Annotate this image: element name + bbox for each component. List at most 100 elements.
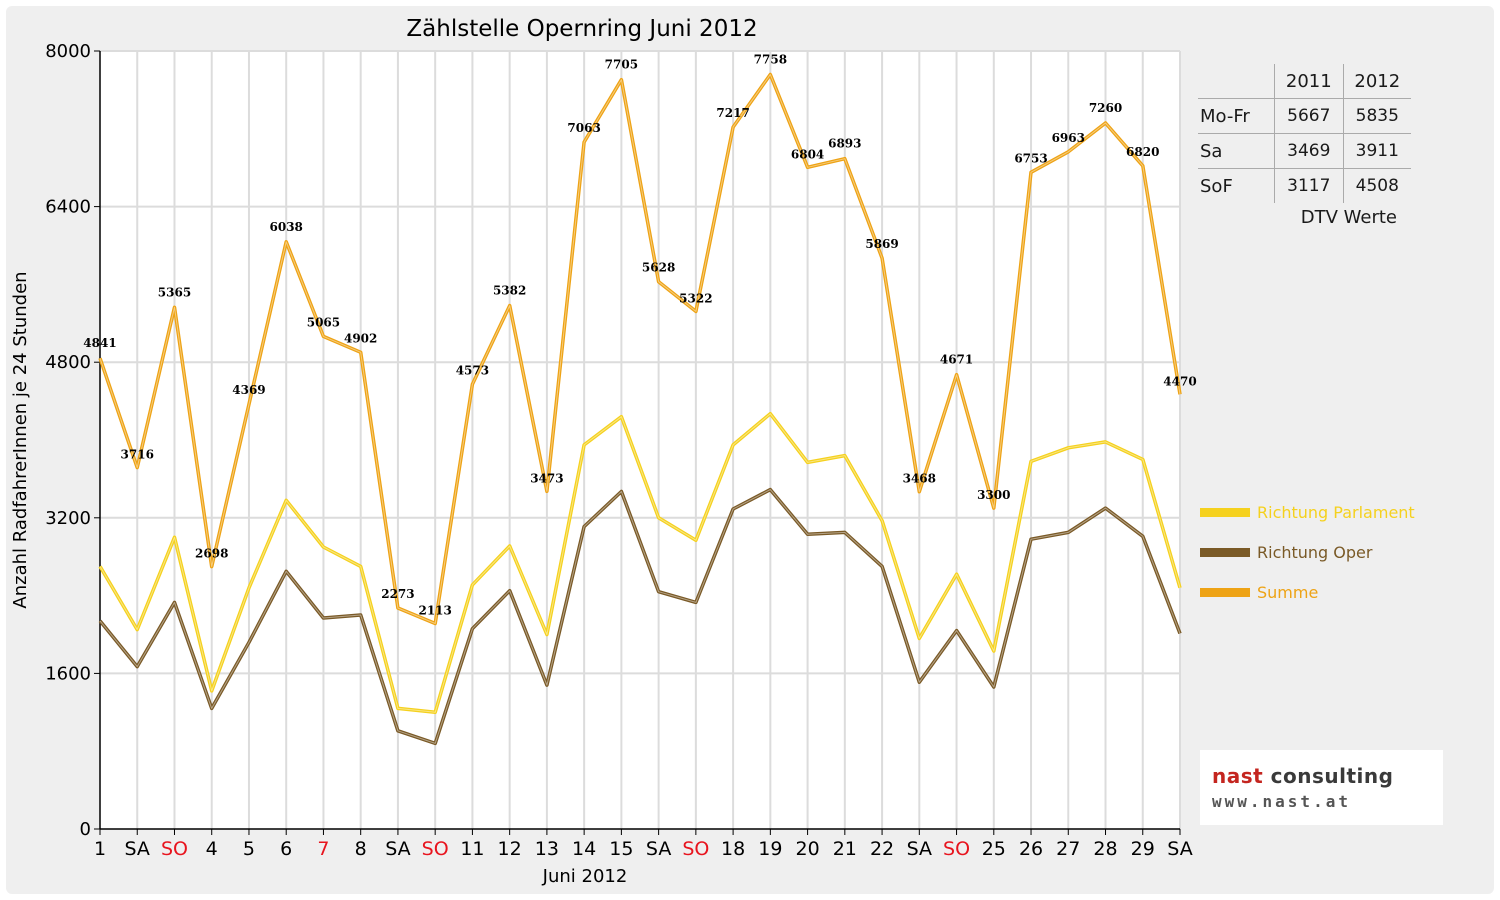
x-axis-title: Juni 2012 bbox=[542, 866, 628, 887]
data-label: 3468 bbox=[903, 472, 936, 486]
y-tick-label: 1600 bbox=[45, 663, 91, 684]
data-label: 7260 bbox=[1089, 101, 1122, 115]
data-label: 6963 bbox=[1052, 131, 1085, 145]
chart-title: Zählstelle Opernring Juni 2012 bbox=[406, 16, 757, 42]
series-line-richtung-parlament bbox=[98, 411, 1182, 715]
dtv-row-label: SoF bbox=[1198, 168, 1275, 203]
x-tick-label: 21 bbox=[833, 838, 857, 860]
data-label: 3716 bbox=[121, 448, 154, 462]
logo-title: nast consulting bbox=[1212, 764, 1393, 788]
x-tick-label: SO bbox=[422, 838, 449, 860]
data-label: 6753 bbox=[1014, 151, 1047, 165]
dtv-row-mofr: Mo-Fr 5667 5835 bbox=[1198, 98, 1411, 134]
x-tick-label: SO bbox=[682, 838, 709, 860]
legend-label: Summe bbox=[1257, 582, 1319, 602]
dtv-header-2012: 2012 bbox=[1342, 64, 1411, 99]
x-tick-label: 4 bbox=[206, 838, 218, 860]
legend-item: Richtung Oper bbox=[1200, 532, 1415, 572]
logo-name-rest: consulting bbox=[1263, 764, 1394, 788]
x-tick-label: 26 bbox=[1019, 838, 1043, 860]
data-label: 4671 bbox=[940, 353, 973, 367]
x-tick-label: SA bbox=[385, 838, 410, 860]
data-label: 7758 bbox=[754, 53, 787, 67]
x-tick-label: SO bbox=[161, 838, 188, 860]
data-label: 7705 bbox=[605, 58, 638, 72]
data-label: 5365 bbox=[158, 285, 191, 299]
x-tick-label: SA bbox=[125, 838, 150, 860]
x-tick-label: 13 bbox=[535, 838, 559, 860]
x-tick-label: 20 bbox=[795, 838, 819, 860]
series-line-highlight bbox=[99, 489, 1181, 744]
dtv-row-sa: Sa 3469 3911 bbox=[1198, 133, 1411, 169]
data-label: 6820 bbox=[1126, 145, 1159, 159]
x-tick-label: 8 bbox=[355, 838, 367, 860]
data-label: 5628 bbox=[642, 261, 675, 275]
data-label: 5322 bbox=[679, 291, 712, 305]
data-label: 3300 bbox=[977, 488, 1010, 502]
legend-label: Richtung Oper bbox=[1257, 542, 1373, 562]
legend-swatch bbox=[1200, 547, 1250, 557]
x-tick-label: 6 bbox=[280, 838, 292, 860]
dtv-header-blank bbox=[1198, 64, 1275, 99]
company-logo: nast consulting www.nast.at bbox=[1200, 750, 1443, 825]
x-tick-label: 27 bbox=[1056, 838, 1080, 860]
series-line-summe bbox=[98, 72, 1182, 626]
x-tick-label: SA bbox=[1167, 838, 1192, 860]
data-label: 6804 bbox=[791, 147, 824, 161]
legend-swatch bbox=[1200, 587, 1250, 597]
dtv-value-2011: 5667 bbox=[1274, 98, 1344, 134]
data-label: 6038 bbox=[270, 220, 303, 234]
x-tick-label: 12 bbox=[498, 838, 522, 860]
dtv-value-2012: 4508 bbox=[1342, 168, 1411, 203]
data-label: 4902 bbox=[344, 331, 377, 345]
x-tick-label: 19 bbox=[758, 838, 782, 860]
dtv-value-2011: 3117 bbox=[1274, 168, 1344, 203]
x-tick-label: 7 bbox=[317, 838, 329, 860]
x-tick-label: SA bbox=[646, 838, 671, 860]
legend-label: Richtung Parlament bbox=[1257, 502, 1415, 522]
x-tick-label: SO bbox=[943, 838, 970, 860]
data-label: 4369 bbox=[232, 383, 265, 397]
dtv-value-2012: 3911 bbox=[1342, 133, 1411, 169]
dtv-row-label: Sa bbox=[1198, 133, 1275, 169]
dtv-header-row: 2011 2012 bbox=[1198, 64, 1411, 99]
x-tick-label: 5 bbox=[243, 838, 255, 860]
data-label: 4573 bbox=[456, 363, 489, 377]
data-label: 2698 bbox=[195, 547, 228, 561]
x-tick-label: 1 bbox=[94, 838, 106, 860]
x-tick-label: 25 bbox=[982, 838, 1006, 860]
legend-item: Summe bbox=[1200, 572, 1415, 612]
y-axis-title: Anzahl RadfahrerInnen je 24 Stunden bbox=[10, 271, 31, 608]
plot-area bbox=[100, 51, 1180, 829]
dtv-header-2011: 2011 bbox=[1274, 64, 1344, 99]
data-label: 5869 bbox=[865, 237, 898, 251]
x-tick-label: 14 bbox=[572, 838, 596, 860]
y-tick-label: 6400 bbox=[45, 197, 91, 218]
data-label: 6893 bbox=[828, 137, 861, 151]
x-tick-label: SA bbox=[907, 838, 932, 860]
data-label: 3473 bbox=[530, 471, 563, 485]
logo-name-accent: nast bbox=[1212, 764, 1264, 788]
series-line-richtung-oper bbox=[98, 487, 1182, 746]
y-tick-label: 3200 bbox=[45, 508, 91, 529]
series-line-highlight bbox=[99, 413, 1181, 713]
legend-item: Richtung Parlament bbox=[1200, 492, 1415, 532]
chart-legend: Richtung Parlament Richtung Oper Summe bbox=[1200, 492, 1415, 612]
data-label: 7217 bbox=[716, 106, 749, 120]
y-tick-label: 0 bbox=[80, 819, 91, 840]
data-label: 5065 bbox=[307, 315, 340, 329]
dtv-value-2011: 3469 bbox=[1274, 133, 1344, 169]
data-label: 7063 bbox=[567, 121, 600, 135]
x-tick-label: 18 bbox=[721, 838, 745, 860]
dtv-caption: DTV Werte bbox=[1300, 207, 1397, 228]
data-label: 4841 bbox=[83, 336, 116, 350]
dtv-value-2012: 5835 bbox=[1342, 98, 1411, 134]
data-label: 4470 bbox=[1163, 374, 1196, 388]
data-label: 2273 bbox=[381, 587, 414, 601]
x-tick-label: 22 bbox=[870, 838, 894, 860]
series-line-highlight bbox=[99, 74, 1181, 624]
x-tick-label: 29 bbox=[1131, 838, 1155, 860]
y-tick-label: 8000 bbox=[45, 41, 91, 62]
logo-url: www.nast.at bbox=[1212, 792, 1351, 811]
